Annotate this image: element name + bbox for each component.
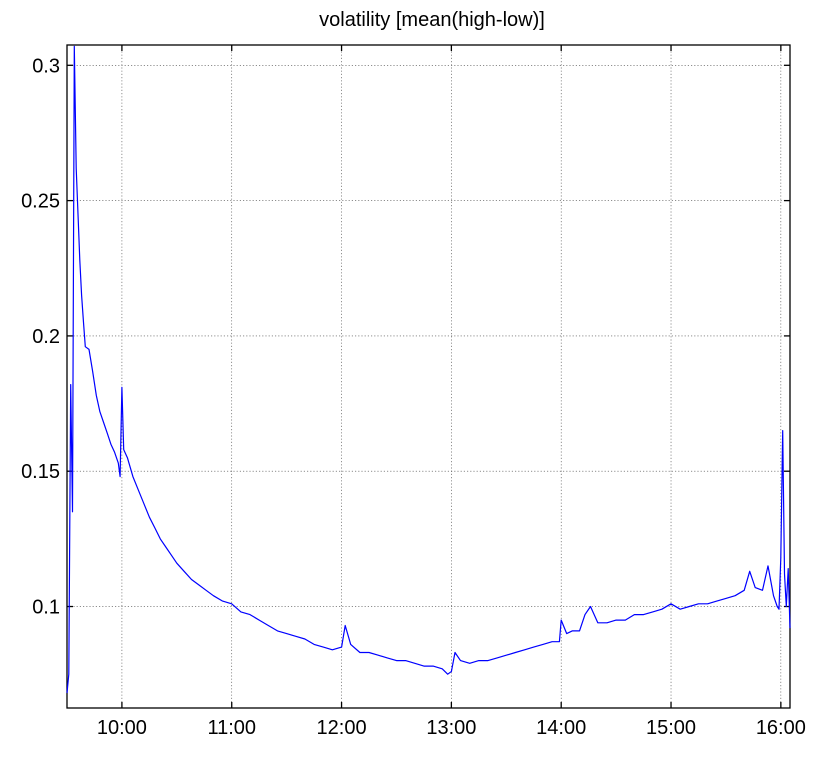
y-tick-label: 0.2 xyxy=(32,326,60,348)
y-tick-label: 0.15 xyxy=(21,461,60,483)
grid-lines xyxy=(67,45,790,708)
x-tick-label: 14:00 xyxy=(536,717,586,739)
x-tick-label: 11:00 xyxy=(207,717,256,739)
y-tick-label: 0.25 xyxy=(21,191,60,213)
x-tick-label: 12:00 xyxy=(317,717,367,739)
volatility-series-line xyxy=(66,45,791,694)
y-tick-label: 0.3 xyxy=(32,55,60,77)
x-tick-label: 13:00 xyxy=(426,717,476,739)
axis-ticks xyxy=(67,45,790,708)
x-tick-label: 10:00 xyxy=(97,717,147,739)
y-tick-label: 0.1 xyxy=(32,597,60,619)
y-axis-tick-labels: 0.1 0.15 0.2 0.25 0.3 xyxy=(21,55,60,618)
x-tick-label: 15:00 xyxy=(646,717,696,739)
chart-title: volatility [mean(high-low)] xyxy=(319,9,545,31)
plot-area-frame xyxy=(66,44,791,709)
series-group xyxy=(66,45,791,694)
x-axis-tick-labels: 10:00 11:00 12:00 13:00 14:00 15:00 16:00 xyxy=(97,717,806,739)
x-tick-label: 16:00 xyxy=(756,717,806,739)
